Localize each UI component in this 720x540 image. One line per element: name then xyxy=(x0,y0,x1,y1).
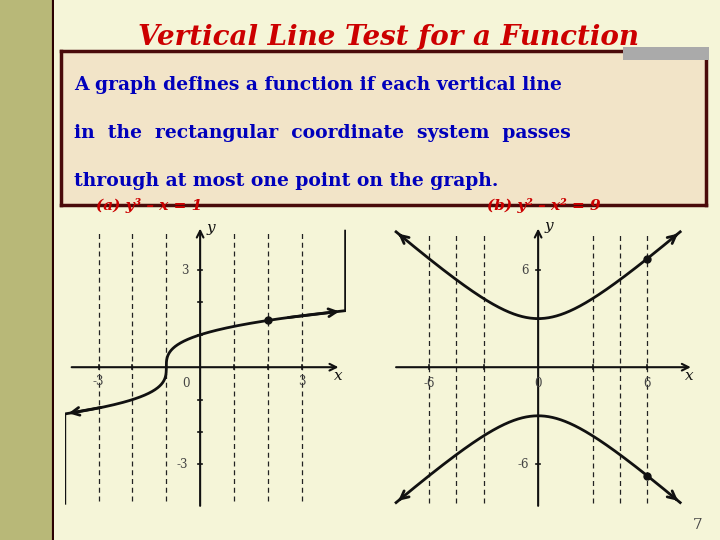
Text: (b) y² – x² = 9: (b) y² – x² = 9 xyxy=(487,198,600,213)
Text: -6: -6 xyxy=(423,376,435,390)
Text: x: x xyxy=(685,369,693,383)
Text: 6: 6 xyxy=(644,376,651,390)
Text: in  the  rectangular  coordinate  system  passes: in the rectangular coordinate system pas… xyxy=(74,124,571,142)
Text: Vertical Line Test for a Function: Vertical Line Test for a Function xyxy=(138,24,639,51)
Text: 6: 6 xyxy=(521,264,529,276)
Text: through at most one point on the graph.: through at most one point on the graph. xyxy=(74,172,498,190)
Text: 3: 3 xyxy=(298,375,305,388)
Text: 3: 3 xyxy=(181,264,189,276)
Text: 0: 0 xyxy=(534,376,542,390)
Text: (a) y³ – x = 1: (a) y³ – x = 1 xyxy=(96,198,202,213)
Text: 7: 7 xyxy=(693,518,702,532)
Text: -3: -3 xyxy=(93,375,104,388)
Text: y: y xyxy=(544,219,553,233)
Text: y: y xyxy=(206,221,215,234)
Text: -3: -3 xyxy=(177,458,189,471)
Text: A graph defines a function if each vertical line: A graph defines a function if each verti… xyxy=(74,76,562,94)
Text: -6: -6 xyxy=(518,458,529,471)
Text: x: x xyxy=(334,369,343,383)
Text: 0: 0 xyxy=(182,376,190,390)
